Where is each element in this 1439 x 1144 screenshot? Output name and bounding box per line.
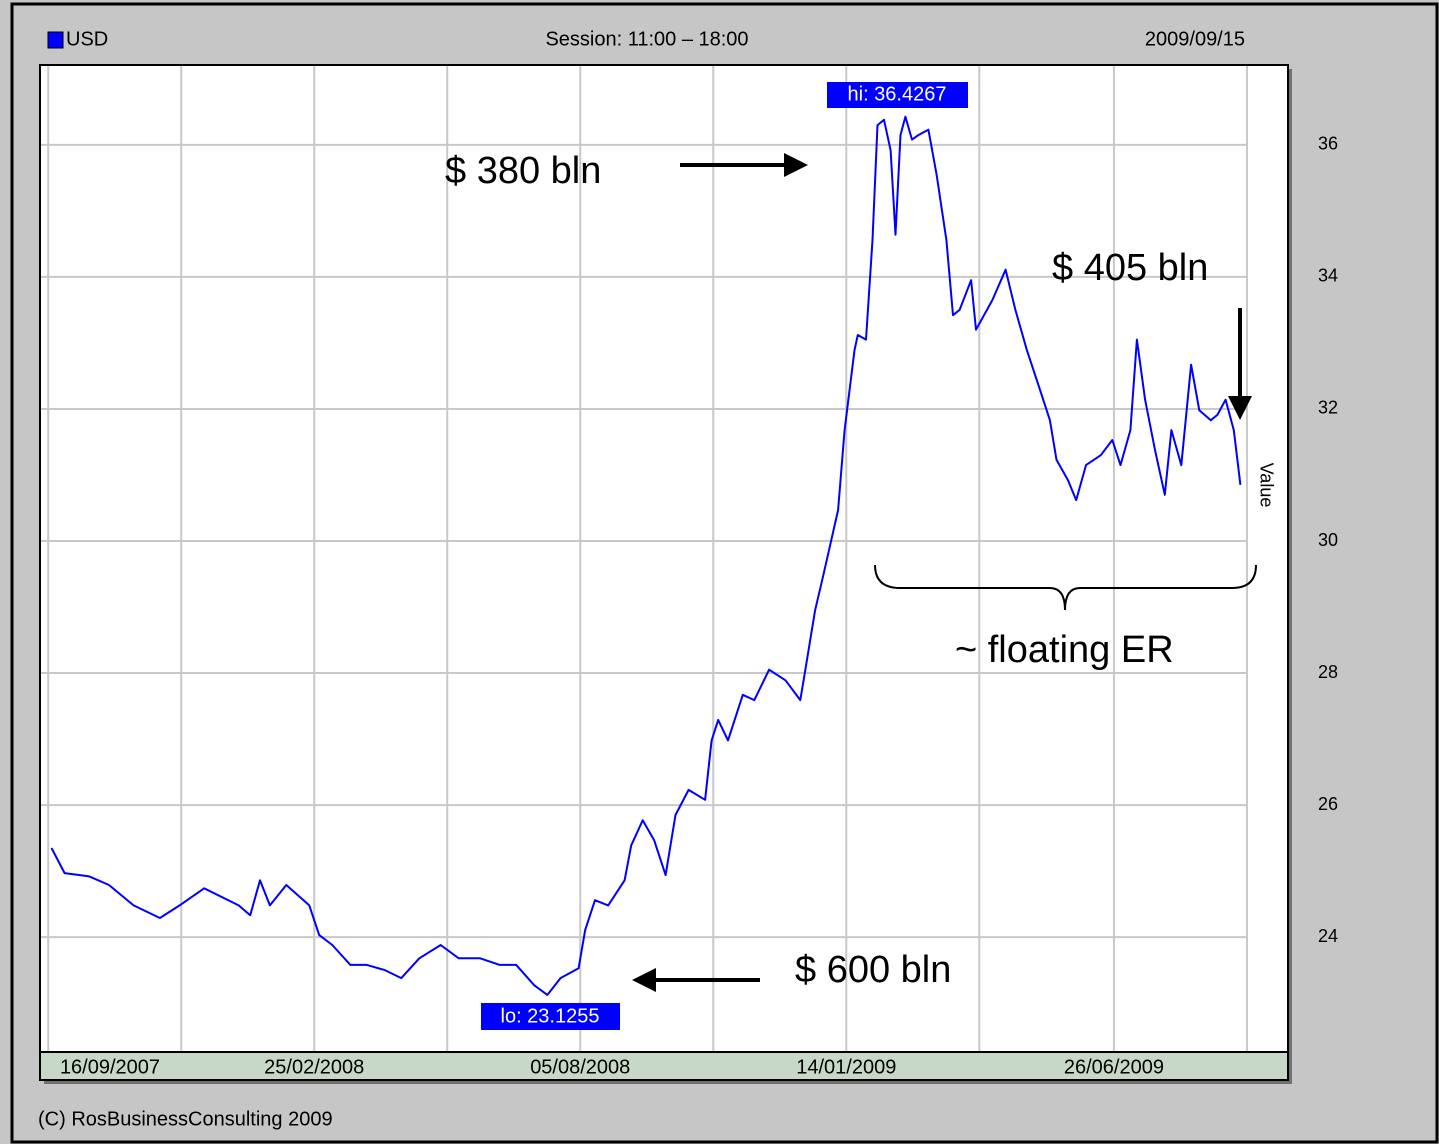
y-axis-label: Value xyxy=(1256,463,1276,508)
frame xyxy=(10,2,1439,1144)
annotation: $ 380 bln xyxy=(445,150,601,192)
arrow-head xyxy=(1228,396,1252,420)
date: 2009/09/15 xyxy=(1145,28,1245,50)
arrows xyxy=(632,153,1252,992)
y-tick-label: 28 xyxy=(1318,662,1338,682)
hi-box xyxy=(827,82,968,108)
annotation: $ 405 bln xyxy=(1052,247,1208,289)
marks xyxy=(50,115,1242,996)
hi-label: hi: 36.4267 xyxy=(848,83,947,105)
legend-swatch xyxy=(47,31,64,49)
x-tick-label: 26/06/2009 xyxy=(1064,1056,1164,1078)
series-line xyxy=(50,115,1242,996)
legend-label: USD xyxy=(66,28,108,50)
arrow-head xyxy=(632,968,656,992)
y-tick-label: 36 xyxy=(1318,134,1338,154)
plot-area xyxy=(39,64,1289,1053)
subtitle: Session: 11:00 – 18:00 xyxy=(545,28,748,50)
y-tick-label: 30 xyxy=(1318,530,1338,550)
date-strip xyxy=(39,1051,1289,1081)
arrow-head xyxy=(784,153,808,177)
footer: (C) RosBusinessConsulting 2009 xyxy=(38,1108,333,1130)
grid xyxy=(41,66,1248,1051)
lo-box xyxy=(481,1003,620,1030)
y-tick-label: 26 xyxy=(1318,794,1338,814)
lo-label: lo: 23.1255 xyxy=(501,1005,600,1027)
y-tick-label: 34 xyxy=(1318,266,1338,286)
y-tick-label: 24 xyxy=(1318,926,1338,946)
y-tick-label: 32 xyxy=(1318,398,1338,418)
annotation: $ 600 bln xyxy=(795,949,951,991)
x-tick-label: 14/01/2009 xyxy=(796,1056,896,1078)
x-tick-label: 25/02/2008 xyxy=(264,1056,364,1078)
x-tick-label: 05/08/2008 xyxy=(530,1056,630,1078)
bracket xyxy=(874,564,1257,611)
x-tick-label: 16/09/2007 xyxy=(60,1056,160,1078)
annotation: ~ floating ER xyxy=(955,629,1174,671)
